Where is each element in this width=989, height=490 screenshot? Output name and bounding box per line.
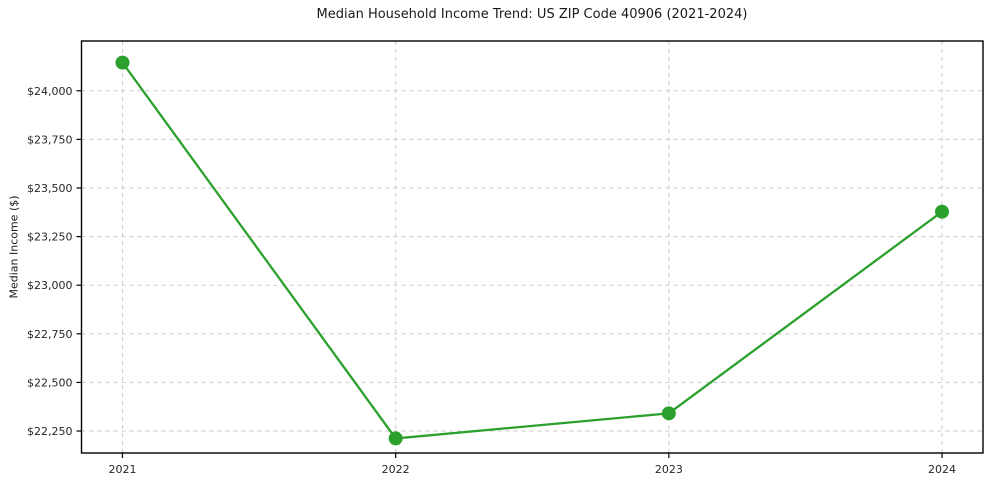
- x-tick-label: 2023: [655, 463, 683, 476]
- x-tick-label: 2024: [928, 463, 956, 476]
- x-tick-label: 2022: [382, 463, 410, 476]
- y-tick-label: $22,250: [27, 425, 73, 438]
- data-point-2024: [935, 204, 950, 219]
- y-tick-label: $23,250: [27, 231, 73, 244]
- y-tick-label: $22,500: [27, 376, 73, 389]
- y-tick-label: $23,750: [27, 133, 73, 146]
- data-point-2022: [388, 431, 403, 446]
- y-tick-label: $24,000: [27, 85, 73, 98]
- y-tick-label: $23,500: [27, 182, 73, 195]
- data-point-2021: [115, 55, 130, 70]
- data-point-2023: [661, 406, 676, 421]
- plot-frame: [80, 40, 984, 454]
- y-tick-label: $22,750: [27, 328, 73, 341]
- income-trend-line: [121, 61, 944, 440]
- chart-title: Median Household Income Trend: US ZIP Co…: [316, 7, 748, 22]
- x-tick-label: 2021: [108, 463, 136, 476]
- y-tick-label: $23,000: [27, 279, 73, 292]
